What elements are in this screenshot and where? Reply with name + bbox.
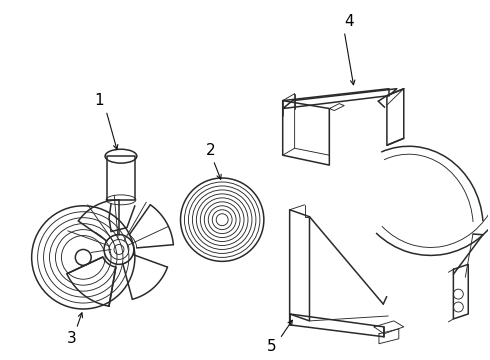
Text: 4: 4 — [344, 14, 354, 29]
Text: 1: 1 — [94, 93, 104, 108]
Text: 3: 3 — [67, 331, 76, 346]
Text: 5: 5 — [267, 339, 276, 354]
Text: 2: 2 — [205, 143, 215, 158]
